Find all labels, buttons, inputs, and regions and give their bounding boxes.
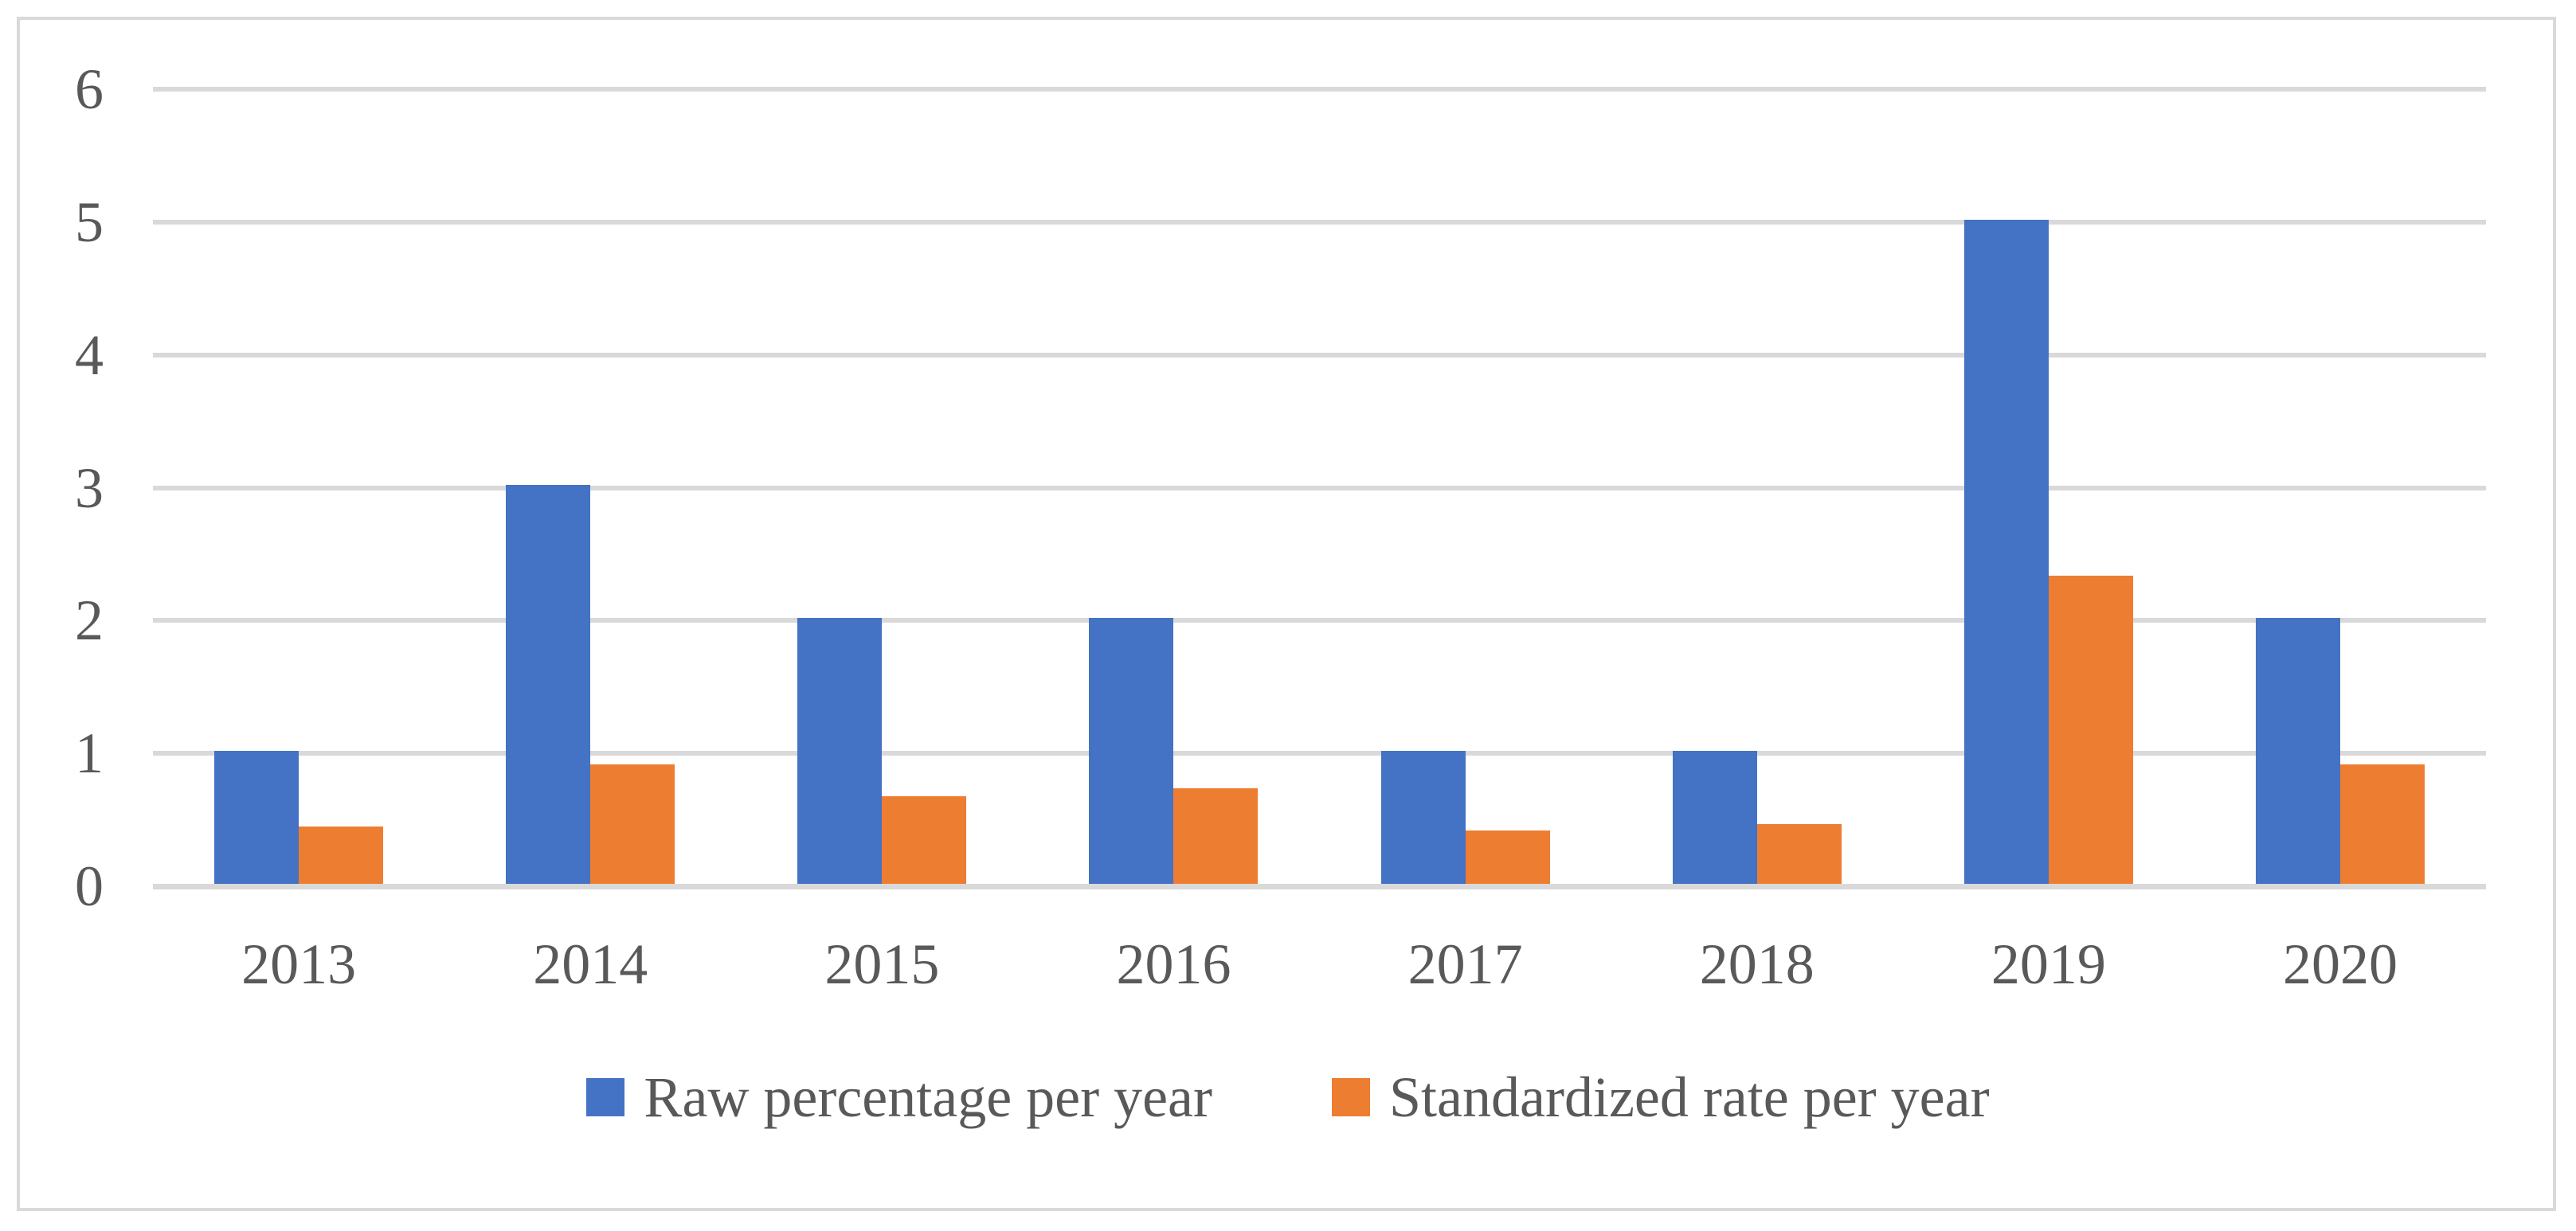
x-axis-labels: 2013 2014 2015 2016 2017 2018 2019 2020 — [153, 932, 2486, 996]
legend-item-standardized-rate: Standardized rate per year — [1332, 1069, 1990, 1126]
standardized-rate-bar-2014 — [590, 764, 675, 884]
standardized-rate-bar-2019 — [2048, 576, 2133, 884]
plot-area — [153, 89, 2486, 884]
standardized-rate-bar-2020 — [2339, 764, 2425, 884]
legend-swatch-icon — [586, 1078, 625, 1116]
gridline-5 — [153, 219, 2486, 225]
gridline-3 — [153, 485, 2486, 490]
x-axis-tick-label-2015: 2015 — [824, 932, 940, 996]
bar-group-2018 — [1611, 89, 1903, 884]
raw-percentage-bar-2019 — [1963, 220, 2049, 884]
legend-item-raw-percentage: Raw percentage per year — [586, 1069, 1212, 1126]
legend: Raw percentage per year Standardized rate… — [17, 1069, 2559, 1126]
standardized-rate-bar-2015 — [882, 796, 967, 884]
x-axis-tick-label-2016: 2016 — [1116, 932, 1231, 996]
y-axis-tick-label: 3 — [75, 455, 104, 520]
raw-percentage-bar-2015 — [797, 618, 883, 884]
x-axis-line — [153, 884, 2486, 889]
standardized-rate-bar-2017 — [1465, 830, 1550, 884]
bar-group-2015 — [736, 89, 1028, 884]
bar-group-2020 — [2194, 89, 2486, 884]
standardized-rate-bar-2018 — [1756, 824, 1842, 884]
x-axis-tick-label-2017: 2017 — [1407, 932, 1523, 996]
bar-group-2017 — [1320, 89, 1611, 884]
x-axis-tick-label-2018: 2018 — [1699, 932, 1815, 996]
legend-label: Raw percentage per year — [644, 1065, 1212, 1129]
y-axis-tick-label: 1 — [75, 721, 104, 786]
raw-percentage-bar-2018 — [1672, 751, 1757, 884]
bar-group-2019 — [1903, 89, 2194, 884]
raw-percentage-bar-2014 — [506, 485, 591, 884]
legend-label: Standardized rate per year — [1389, 1065, 1990, 1129]
y-axis-tick-label: 4 — [75, 322, 104, 387]
raw-percentage-bar-2020 — [2255, 618, 2340, 884]
legend-swatch-icon — [1332, 1078, 1370, 1116]
standardized-rate-bar-2013 — [299, 827, 384, 884]
raw-percentage-bar-2016 — [1089, 618, 1174, 884]
raw-percentage-bar-2017 — [1380, 751, 1466, 884]
x-axis-tick-label-2019: 2019 — [1991, 932, 2106, 996]
gridline-4 — [153, 352, 2486, 358]
gridline-1 — [153, 751, 2486, 756]
y-axis-tick-label: 2 — [75, 588, 104, 653]
y-axis-tick-label: 6 — [75, 57, 104, 121]
standardized-rate-bar-2016 — [1173, 788, 1259, 884]
gridline-6 — [153, 87, 2486, 92]
bar-group-2014 — [444, 89, 736, 884]
bar-group-2016 — [1028, 89, 1319, 884]
y-axis-tick-label: 5 — [75, 190, 104, 254]
x-axis-tick-label-2014: 2014 — [533, 932, 648, 996]
raw-percentage-bar-2013 — [214, 751, 299, 884]
x-axis-tick-label-2013: 2013 — [241, 932, 357, 996]
y-axis-tick-label: 0 — [75, 854, 104, 918]
bar-group-2013 — [153, 89, 444, 884]
gridline-2 — [153, 618, 2486, 623]
x-axis-tick-label-2020: 2020 — [2282, 932, 2398, 996]
